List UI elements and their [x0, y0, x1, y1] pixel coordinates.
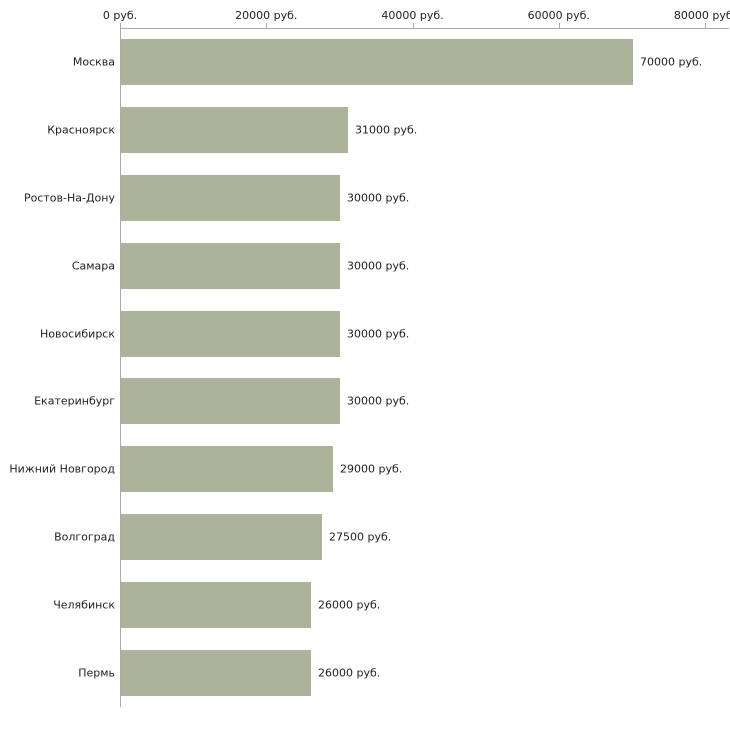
category-label: Нижний Новгород — [9, 462, 115, 476]
bar — [121, 650, 311, 697]
x-tick-mark — [266, 23, 268, 28]
x-tick-mark — [412, 23, 414, 28]
category-label: Красноярск — [47, 123, 115, 137]
value-label: 27500 руб. — [329, 530, 392, 544]
bar — [121, 378, 340, 425]
value-label: 26000 руб. — [318, 598, 381, 612]
bar — [121, 446, 333, 493]
bar — [121, 514, 322, 561]
x-tick-mark — [120, 23, 121, 28]
x-tick-label: 60000 руб. — [527, 9, 590, 22]
bar — [121, 242, 340, 289]
x-tick-mark — [705, 23, 706, 28]
bar — [121, 38, 633, 85]
bar — [121, 174, 340, 221]
bar — [121, 106, 348, 153]
category-label: Екатеринбург — [34, 394, 115, 408]
value-label: 26000 руб. — [318, 666, 381, 680]
x-tick-label: 80000 руб. — [673, 9, 730, 22]
value-label: 30000 руб. — [347, 327, 410, 341]
x-tick-label: 40000 руб. — [381, 9, 444, 22]
value-label: 30000 руб. — [347, 259, 410, 273]
x-tick-mark — [558, 23, 560, 28]
value-label: 30000 руб. — [347, 191, 410, 205]
category-label: Самара — [71, 259, 115, 273]
value-label: 70000 руб. — [640, 55, 703, 69]
x-axis-line — [120, 28, 729, 29]
x-tick-label: 20000 руб. — [235, 9, 298, 22]
category-label: Новосибирск — [39, 327, 115, 341]
category-label: Ростов-На-Дону — [23, 191, 115, 205]
bar — [121, 582, 311, 629]
bar — [121, 310, 340, 357]
category-label: Москва — [72, 55, 115, 69]
category-label: Волгоград — [54, 530, 115, 544]
value-label: 31000 руб. — [355, 123, 418, 137]
value-label: 29000 руб. — [340, 462, 403, 476]
category-label: Пермь — [78, 666, 115, 680]
value-label: 30000 руб. — [347, 394, 410, 408]
y-axis-line — [120, 28, 121, 707]
category-label: Челябинск — [53, 598, 115, 612]
x-tick-label: 0 руб. — [102, 9, 138, 22]
